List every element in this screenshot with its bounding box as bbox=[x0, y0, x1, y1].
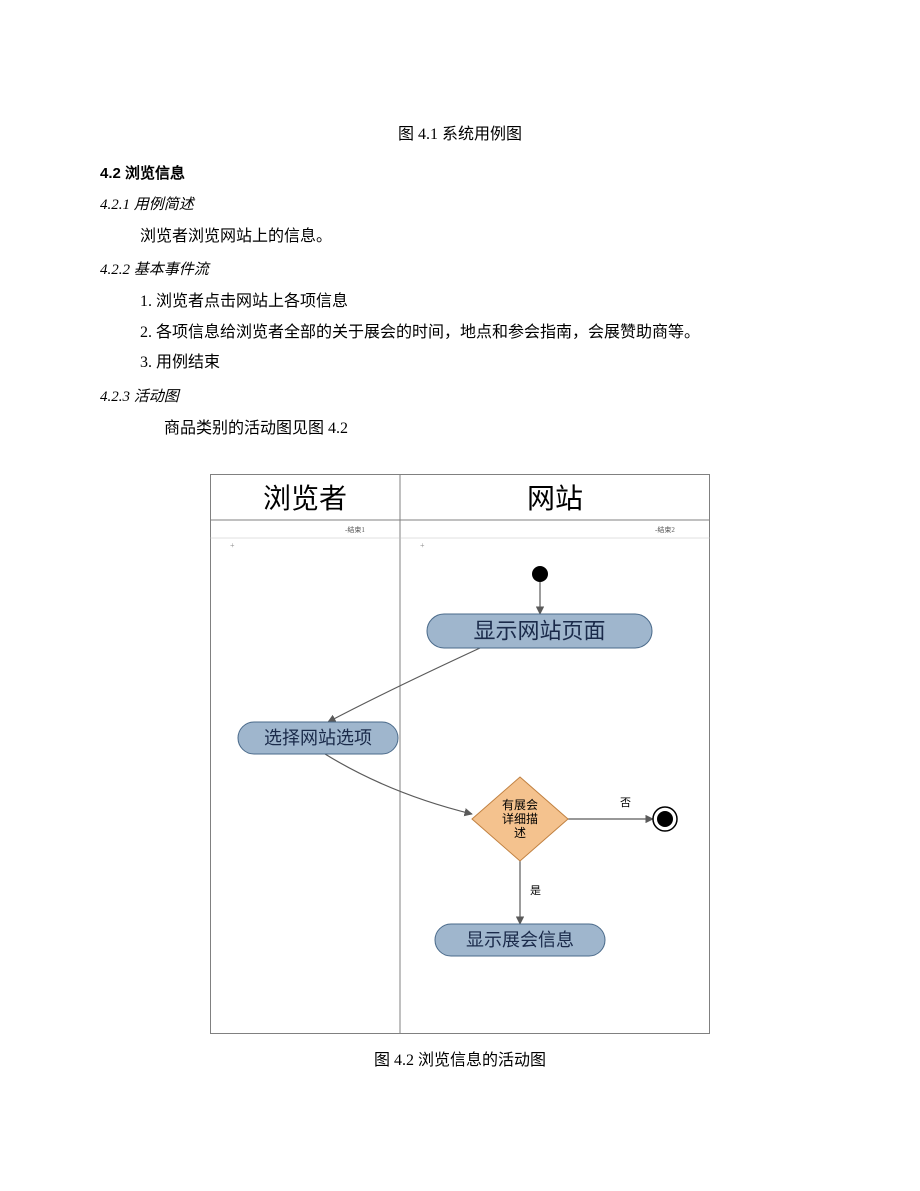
svg-text:+: + bbox=[420, 541, 425, 550]
list-item: 1. 浏览者点击网站上各项信息 bbox=[140, 287, 820, 317]
section-4-2-heading: 4.2 浏览信息 bbox=[100, 162, 820, 183]
svg-text:是: 是 bbox=[530, 884, 541, 897]
section-4-2-1-heading: 4.2.1 用例简述 bbox=[100, 193, 820, 214]
svg-text:否: 否 bbox=[620, 797, 631, 809]
event-flow-list: 1. 浏览者点击网站上各项信息 2. 各项信息给浏览者全部的关于展会的时间，地点… bbox=[140, 287, 820, 378]
svg-text:网站: 网站 bbox=[527, 483, 583, 515]
svg-text:述: 述 bbox=[514, 826, 526, 840]
section-4-2-3-heading: 4.2.3 活动图 bbox=[100, 385, 820, 406]
svg-text:+: + bbox=[230, 541, 235, 550]
figure-4-1-title: 图 4.1 系统用例图 bbox=[100, 120, 820, 144]
svg-text:-结束1: -结束1 bbox=[345, 525, 365, 534]
svg-text:详细描: 详细描 bbox=[502, 811, 538, 826]
section-4-2-2-heading: 4.2.2 基本事件流 bbox=[100, 258, 820, 279]
svg-text:选择网站选项: 选择网站选项 bbox=[264, 728, 372, 748]
section-4-2-1-body: 浏览者浏览网站上的信息。 bbox=[100, 222, 820, 252]
list-item: 3. 用例结束 bbox=[140, 348, 820, 378]
list-item: 2. 各项信息给浏览者全部的关于展会的时间，地点和参会指南，会展赞助商等。 bbox=[140, 318, 820, 348]
svg-text:显示网站页面: 显示网站页面 bbox=[473, 618, 605, 643]
svg-text:-结束2: -结束2 bbox=[655, 525, 675, 534]
figure-4-2-caption: 图 4.2 浏览信息的活动图 bbox=[100, 1046, 820, 1070]
activity-diagram: 浏览者 -结束1 + 网站 -结束2 + 是 否 显示网站页面选择网站选项有展会详细描述显示展会… bbox=[210, 474, 710, 1034]
section-4-2-3-body: 商品类别的活动图见图 4.2 bbox=[100, 414, 820, 444]
svg-text:显示展会信息: 显示展会信息 bbox=[466, 930, 574, 950]
svg-text:浏览者: 浏览者 bbox=[263, 483, 347, 515]
activity-diagram-svg: 浏览者 -结束1 + 网站 -结束2 + 是 否 显示网站页面选择网站选项有展会详细描述显示展会… bbox=[210, 474, 710, 1034]
svg-text:有展会: 有展会 bbox=[502, 798, 538, 812]
